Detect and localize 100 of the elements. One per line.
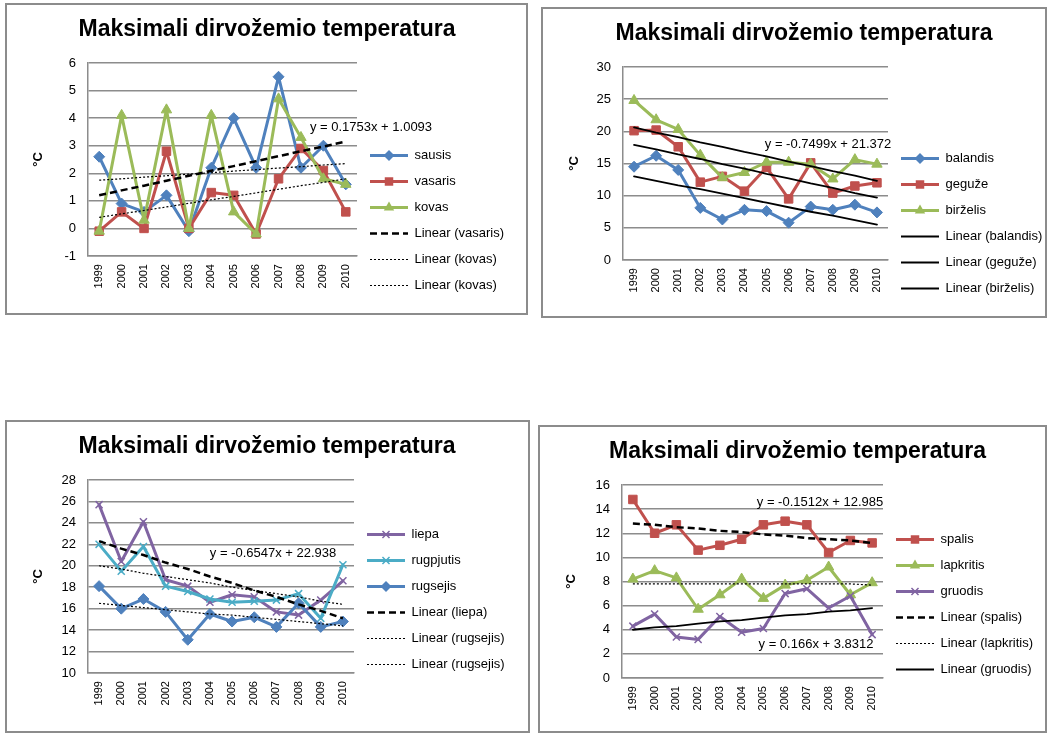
legend-label: sausis <box>414 147 452 163</box>
y-tick-label: 12 <box>595 524 610 540</box>
x-tick-label: 2010 <box>869 268 882 293</box>
legend-label: Linear (geguže) <box>945 254 1037 270</box>
y-axis-title: °C <box>566 155 582 171</box>
legend-label: gruodis <box>940 583 984 599</box>
chart-title: Maksimali dirvožemio temperatura <box>608 437 987 464</box>
y-tick-label: 14 <box>595 500 610 516</box>
x-tick-label: 2002 <box>158 681 171 706</box>
x-tick-label: 2001 <box>669 686 682 711</box>
x-tick-label: 2007 <box>271 264 284 289</box>
legend-label: kovas <box>414 199 449 215</box>
y-tick-label: 8 <box>602 573 610 589</box>
legend-label: Linear (gruodis) <box>940 661 1032 677</box>
legend-label: Linear (rugsejis) <box>411 630 505 646</box>
x-tick-label: 2008 <box>291 681 304 706</box>
y-tick-label: 26 <box>61 493 76 509</box>
x-tick-label: 2003 <box>180 681 193 706</box>
x-tick-label: 2006 <box>778 686 791 711</box>
y-tick-label: 6 <box>602 597 610 613</box>
x-tick-label: 2009 <box>313 681 326 706</box>
legend-label: vasaris <box>414 173 457 189</box>
x-tick-label: 2006 <box>781 268 794 293</box>
x-tick-label: 2001 <box>136 681 149 706</box>
y-tick-label: 0 <box>68 220 76 236</box>
y-tick-label: 15 <box>596 155 611 171</box>
y-tick-label: 4 <box>68 109 76 125</box>
x-tick-label: 2004 <box>734 686 747 711</box>
legend-label: Linear (birželis) <box>945 280 1035 296</box>
x-tick-label: 2000 <box>649 268 662 293</box>
y-tick-label: 0 <box>603 251 611 267</box>
x-tick-label: 2005 <box>759 268 772 293</box>
legend-label: birželis <box>945 202 987 218</box>
y-tick-label: 6 <box>68 54 76 70</box>
y-tick-label: 30 <box>596 58 611 74</box>
y-tick-label: 20 <box>596 122 611 138</box>
x-tick-label: 2009 <box>847 268 860 293</box>
legend-label: liepa <box>411 526 440 542</box>
x-tick-label: 2005 <box>226 264 239 289</box>
x-tick-label: 2004 <box>202 681 215 706</box>
legend-label: Linear (kovas) <box>414 251 497 267</box>
x-tick-label: 2007 <box>803 268 816 293</box>
x-tick-label: 2010 <box>335 681 348 706</box>
x-tick-label: 2005 <box>225 681 238 706</box>
y-tick-label: 16 <box>61 600 76 616</box>
x-tick-label: 2010 <box>865 686 878 711</box>
y-tick-label: 5 <box>603 219 611 235</box>
x-tick-label: 2003 <box>712 686 725 711</box>
x-tick-label: 1999 <box>92 681 105 706</box>
y-tick-label: 20 <box>61 557 76 573</box>
x-tick-label: 2006 <box>249 264 262 289</box>
x-tick-label: 2005 <box>756 686 769 711</box>
x-tick-label: 2010 <box>338 264 351 289</box>
x-tick-label: 2008 <box>293 264 306 289</box>
y-tick-label: 22 <box>61 535 76 551</box>
x-tick-label: 2002 <box>159 264 172 289</box>
y-tick-label: 14 <box>61 621 76 637</box>
y-tick-label: 2 <box>602 645 610 661</box>
x-tick-label: 2008 <box>821 686 834 711</box>
y-tick-label: 5 <box>68 82 76 98</box>
x-tick-label: 2006 <box>247 681 260 706</box>
y-tick-label: 12 <box>61 643 76 659</box>
y-tick-label: 28 <box>61 471 76 487</box>
x-tick-label: 2009 <box>843 686 856 711</box>
y-axis-title: °C <box>30 568 46 584</box>
legend-label: geguže <box>945 176 989 192</box>
legend-label: Linear (lapkritis) <box>940 635 1033 651</box>
y-axis-title: °C <box>563 573 579 589</box>
x-tick-label: 2002 <box>691 686 704 711</box>
legend-label: rugsejis <box>411 578 457 594</box>
x-tick-label: 1999 <box>625 686 638 711</box>
legend-label: balandis <box>945 150 995 166</box>
legend-label: lapkritis <box>940 557 986 573</box>
x-tick-label: 2001 <box>137 264 150 289</box>
legend-label: spalis <box>940 531 975 547</box>
x-tick-label: 2000 <box>114 681 127 706</box>
y-tick-label: 3 <box>68 137 76 153</box>
legend-label: Linear (rugsejis) <box>411 656 505 672</box>
x-tick-label: 1999 <box>627 268 640 293</box>
y-tick-label: 2 <box>68 164 76 180</box>
chart-title: Maksimali dirvožemio temperatura <box>615 19 993 46</box>
y-tick-label: 16 <box>595 476 610 492</box>
y-tick-label: 25 <box>596 90 611 106</box>
x-tick-label: 2007 <box>269 681 282 706</box>
x-tick-label: 2008 <box>825 268 838 293</box>
y-tick-label: 1 <box>68 192 76 208</box>
y-axis-title: °C <box>30 151 46 167</box>
legend-label: Linear (kovas) <box>414 277 497 293</box>
y-tick-label: 24 <box>61 514 76 530</box>
x-tick-label: 2000 <box>114 264 127 289</box>
annotation: y = 0.166x + 3.8312 <box>758 635 874 651</box>
legend-label: Linear (liepa) <box>411 604 488 620</box>
annotation: y = -0.7499x + 21.372 <box>764 135 892 151</box>
legend-label: Linear (vasaris) <box>414 225 505 241</box>
chart-title: Maksimali dirvožemio temperatura <box>78 15 456 42</box>
annotation: y = 0.1753x + 1.0093 <box>309 118 433 134</box>
x-tick-label: 2000 <box>647 686 660 711</box>
x-tick-label: 2002 <box>693 268 706 293</box>
y-tick-label: 10 <box>61 664 76 680</box>
legend-label: rugpjutis <box>411 552 462 568</box>
